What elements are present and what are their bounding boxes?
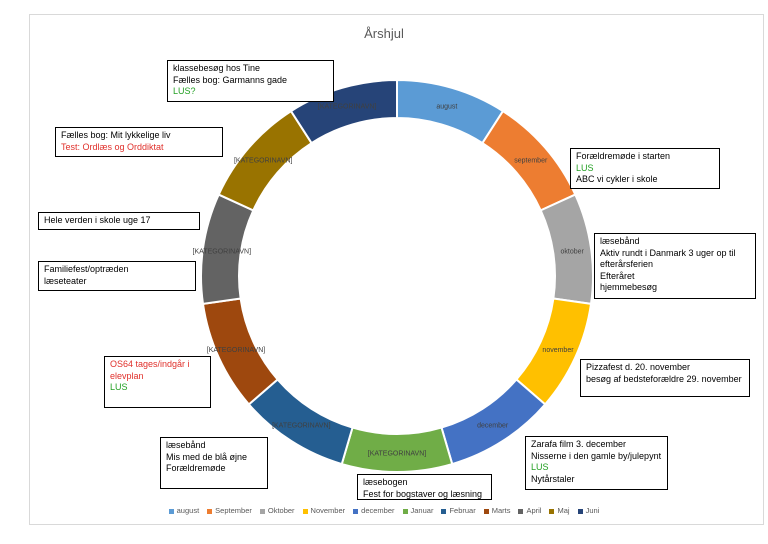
note-line: LUS <box>110 382 128 393</box>
note-line: besøg af bedsteforældre 29. november <box>586 373 742 384</box>
slice-label-1: august <box>436 104 457 111</box>
legend-label: Maj <box>557 506 570 515</box>
note-familiefest: Familiefest/optræden læseteater <box>38 261 196 291</box>
note-pizzafest: Pizzafest d. 20. november besøg af bedste… <box>580 359 750 397</box>
note-line: Forældremøde i starten <box>576 151 671 161</box>
note-os64: OS64 tages/indgår i elevplan LUS <box>104 356 211 408</box>
slice-label-3: oktober <box>561 248 585 255</box>
note-line: efterårsferien <box>600 259 654 270</box>
legend-swatch <box>402 508 408 514</box>
legend-label: Oktober <box>267 506 295 515</box>
note-line: Test: Ordlæs og Orddiktat <box>61 141 164 152</box>
slice-label-2: september <box>514 158 548 165</box>
legend-entry: august <box>168 506 200 515</box>
legend-label: Januar <box>410 506 434 515</box>
legend-label: august <box>176 506 200 515</box>
note-line: læsebånd <box>600 236 640 246</box>
note-faelles-bog: Fælles bog: Mit lykkelige liv Test: Ordlæ… <box>55 127 223 157</box>
note-line: læseteater <box>44 275 87 286</box>
legend-swatch <box>207 508 213 514</box>
slice-label-6: [KATEGORINAVN] <box>368 451 427 458</box>
note-line: klassebesøg hos Tine <box>173 63 261 73</box>
note-line: hjemmebesøg <box>600 282 658 293</box>
legend-label: Februar <box>449 506 476 515</box>
legend-label: Juni <box>585 506 600 515</box>
note-line: Familiefest/optræden <box>44 264 129 274</box>
legend-entry: Marts <box>483 506 511 515</box>
note-line: Zarafa film 3. december <box>531 439 627 449</box>
note-line: Hele verden i skole uge 17 <box>44 215 151 225</box>
legend-label: december <box>361 506 395 515</box>
legend-entry: April <box>518 506 541 515</box>
note-line: ABC vi cykler i skole <box>576 174 658 185</box>
legend-swatch <box>353 508 359 514</box>
legend-entry: Maj <box>549 506 570 515</box>
note-klassebesog: klassebesøg hos Tine Fælles bog: Garmanns… <box>167 60 334 102</box>
legend-label: April <box>526 506 542 515</box>
note-line: Fælles bog: Mit lykkelige liv <box>61 130 171 140</box>
legend-entry: Januar <box>402 506 434 515</box>
legend-swatch <box>549 508 555 514</box>
note-line: Mis med de blå øjne <box>166 451 248 462</box>
legend-entry: Oktober <box>259 506 295 515</box>
legend-entry: September <box>207 506 252 515</box>
note-line: LUS? <box>173 86 196 97</box>
note-line: elevplan <box>110 370 144 381</box>
legend-entry: Juni <box>577 506 600 515</box>
slice-label-11: [KATEGORINAVN] <box>318 104 377 111</box>
note-laesebaand-bla: læsebånd Mis med de blå øjne Forældremøde <box>160 437 268 489</box>
chart-legend: august September Oktober November december Ja… <box>0 506 768 515</box>
slice-label-9: [KATEGORINAVN] <box>193 248 252 255</box>
slice-label-5: december <box>477 422 509 429</box>
legend-entry: Februar <box>441 506 476 515</box>
note-line: LUS <box>531 462 549 473</box>
chart-title: Årshjul <box>364 26 404 41</box>
legend-swatch <box>518 508 524 514</box>
slice-label-4: november <box>542 347 574 354</box>
note-line: Forældremøde <box>166 463 226 474</box>
note-line: læsebånd <box>166 440 206 450</box>
slice-label-10: [KATEGORINAVN] <box>234 158 293 165</box>
slice-label-7: [KATEGORINAVN] <box>272 422 331 429</box>
note-line: Efteråret <box>600 270 635 281</box>
note-line: Nisserne i den gamle by/julepynt <box>531 450 662 461</box>
slice-label-8: [KATEGORINAVN] <box>207 347 266 354</box>
note-hele-verden: Hele verden i skole uge 17 <box>38 212 200 230</box>
legend-label: Marts <box>491 506 511 515</box>
legend-entry: december <box>353 506 395 515</box>
note-zarafa: Zarafa film 3. december Nisserne i den ga… <box>525 436 668 490</box>
note-foraeldremode: Forældremøde i starten LUS ABC vi cykler i… <box>570 148 720 189</box>
note-line: Fest for bogstaver og læsning <box>363 488 483 499</box>
note-line: Nytårstaler <box>531 473 575 484</box>
note-line: Fælles bog: Garmanns gade <box>173 74 288 85</box>
legend-label: September <box>215 506 252 515</box>
legend-swatch <box>259 508 265 514</box>
legend-label: November <box>310 506 346 515</box>
note-laesebaand-aktiv: læsebånd Aktiv rundt i Danmark 3 uger op … <box>594 233 756 299</box>
note-line: Pizzafest d. 20. november <box>586 362 691 372</box>
legend-swatch <box>302 508 308 514</box>
slice-1 <box>396 78 505 145</box>
legend-swatch <box>483 508 489 514</box>
note-line: LUS <box>576 162 594 173</box>
legend-swatch <box>577 508 583 514</box>
note-line: OS64 tages/indgår i <box>110 359 190 369</box>
legend-swatch <box>441 508 447 514</box>
note-laesebogen: læsebogen Fest for bogstaver og læsning <box>357 474 492 500</box>
note-line: læsebogen <box>363 477 408 487</box>
legend-entry: November <box>302 506 346 515</box>
note-line: Aktiv rundt i Danmark 3 uger op til <box>600 247 736 258</box>
legend-swatch <box>168 508 174 514</box>
